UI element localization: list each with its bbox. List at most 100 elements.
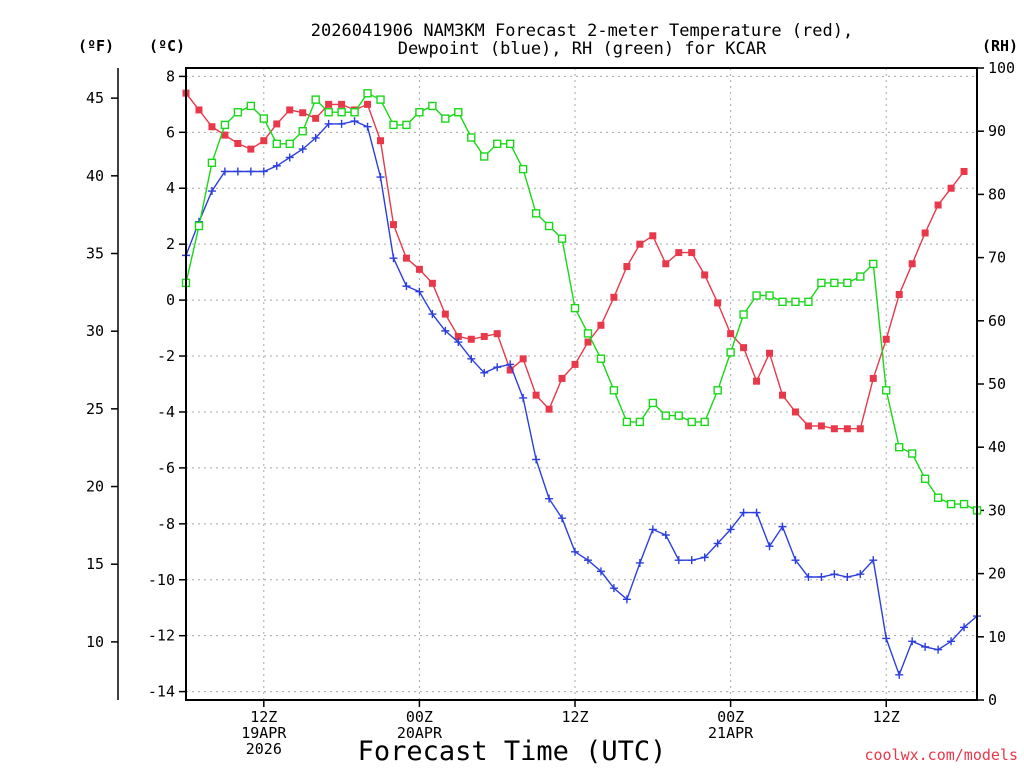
fahrenheit-tick-label: 10 (86, 633, 104, 651)
time-tick-label: 2026 (246, 740, 282, 758)
temperature-point (364, 100, 372, 108)
dewpoint-point (454, 338, 463, 347)
rh-point (739, 310, 748, 319)
rh-point (259, 114, 269, 123)
temperature-point (727, 330, 735, 338)
temperature-point (636, 240, 644, 248)
celsius-tick-label: -14 (148, 683, 175, 701)
rh-point (363, 89, 372, 98)
rh-point (285, 139, 294, 149)
rh-point (933, 493, 943, 502)
temperature-point (208, 123, 216, 131)
dewpoint-point (259, 167, 268, 176)
dewpoint-point (791, 556, 800, 565)
dewpoint-point (960, 623, 969, 632)
temperature-point (623, 263, 631, 271)
rh-point (946, 499, 956, 509)
temperature-point (480, 332, 488, 340)
temperature-point (571, 360, 579, 368)
grid-lines (186, 68, 977, 700)
dewpoint-point (700, 553, 709, 562)
temperature-point (714, 299, 722, 307)
rh-point (791, 297, 800, 307)
time-tick-label: 12Z (250, 708, 277, 726)
rh-point (609, 386, 619, 395)
dewpoint-point (493, 363, 502, 372)
dewpoint-point (376, 173, 385, 182)
rh-point (337, 108, 346, 117)
rh-tick-label: 100 (988, 59, 1015, 77)
dewpoint-point (402, 282, 411, 291)
time-tick-label: 00Z (406, 708, 433, 726)
dewpoint-point (661, 531, 670, 540)
temperature-point (662, 260, 670, 268)
temperature-point (338, 100, 346, 108)
rh-tick-label: 10 (988, 628, 1006, 646)
celsius-tick-label: 4 (166, 179, 175, 197)
temperature-point (273, 120, 281, 128)
dewpoint-point (882, 634, 891, 643)
rh-point (843, 278, 852, 288)
dewpoint-point (506, 360, 515, 369)
celsius-tick-label: 2 (166, 235, 175, 253)
dewpoint-point (233, 167, 242, 176)
temperature-point (312, 114, 320, 122)
dewpoint-point (363, 122, 372, 131)
rh-point (648, 398, 658, 408)
rh-point (207, 158, 217, 168)
rh-point (246, 101, 256, 111)
dewpoint-point (272, 161, 281, 170)
dewpoint-point (207, 187, 216, 196)
temperature-point (415, 265, 423, 273)
dewpoint-point (869, 556, 878, 565)
dewpoint-point (337, 119, 346, 128)
dewpoint-point (895, 670, 904, 679)
temperature-point (441, 310, 449, 318)
dewpoint-point (934, 645, 943, 654)
temperature-point (675, 249, 683, 257)
celsius-tick-label: 0 (166, 291, 175, 309)
rh-unit-label: (RH) (982, 37, 1018, 55)
rh-line (185, 92, 978, 512)
rh-point (298, 126, 307, 136)
celsius-tick-label: 6 (166, 123, 175, 141)
rh-point (233, 108, 243, 117)
temperature-point (649, 232, 657, 240)
dewpoint-point (532, 455, 541, 464)
celsius-axis: 8 6 4 2 0 -2 -4 -6 -8 -10 -12 -14 (148, 67, 186, 701)
series-dewpoint (182, 117, 981, 679)
rh-point (428, 101, 437, 111)
dewpoint-point (830, 570, 839, 579)
rh-point (518, 164, 528, 174)
rh-tick-label: 30 (988, 501, 1006, 519)
celsius-tick-label: -10 (148, 571, 175, 589)
dewpoint-point (246, 167, 255, 176)
rh-point (726, 348, 735, 357)
temperature-point (467, 335, 475, 343)
fahrenheit-tick-label: 40 (86, 167, 104, 185)
dewpoint-point (389, 254, 398, 263)
temperature-point (843, 425, 851, 433)
rh-point (220, 120, 230, 130)
rh-tick-label: 90 (988, 122, 1006, 140)
rh-point (920, 474, 930, 483)
rh-point (778, 297, 787, 307)
dewpoint-point (415, 287, 424, 296)
rh-tick-label: 70 (988, 249, 1006, 267)
time-tick-label: 21APR (708, 724, 754, 742)
credit-label: coolwx.com/models (864, 746, 1018, 764)
temperature-point (895, 291, 903, 299)
temperature-point (908, 260, 916, 268)
chart-title: 2026041906 NAM3KM Forecast 2-meter Tempe… (311, 21, 853, 41)
rh-point (480, 152, 489, 161)
dewpoint-point (558, 514, 567, 523)
series-layer (181, 89, 982, 679)
time-tick-label: 00Z (717, 708, 744, 726)
fahrenheit-tick-label: 25 (86, 400, 104, 418)
temperature-point (260, 137, 268, 145)
series-rh (181, 89, 982, 515)
temperature-point (921, 229, 929, 237)
dewpoint-point (908, 637, 917, 646)
temperature-point (597, 321, 605, 329)
